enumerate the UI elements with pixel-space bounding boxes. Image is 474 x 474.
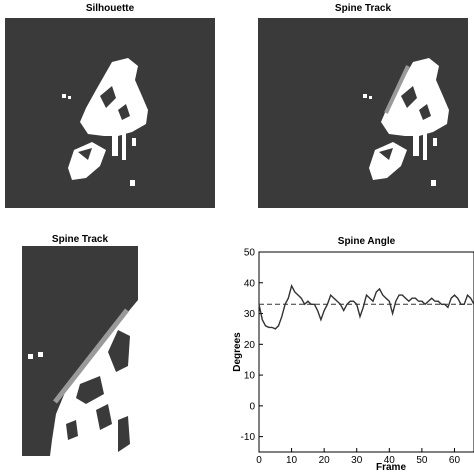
spine-track-title: Spine Track — [334, 3, 392, 14]
y-tick-label: 10 — [244, 371, 256, 382]
y-tick-label: 0 — [249, 401, 255, 412]
spine-track-zoom-image — [22, 246, 138, 456]
silhouette-title: Silhouette — [85, 3, 135, 14]
spine-track-zoom-holes — [66, 330, 130, 452]
y-axis-title: Degrees — [232, 332, 243, 372]
spine-track-blob — [363, 58, 449, 186]
x-tick-label: 60 — [449, 455, 461, 466]
silhouette-image — [5, 18, 215, 208]
spine-angle-series-line — [258, 283, 474, 330]
silhouette-holes — [78, 86, 130, 160]
y-tick-label: 40 — [244, 278, 256, 289]
spine-track-image — [258, 18, 468, 208]
chart-plot-area — [258, 251, 474, 453]
y-tick-label: -10 — [241, 432, 256, 443]
x-tick-label: 30 — [351, 455, 363, 466]
x-tick-label: 10 — [286, 455, 298, 466]
x-tick-label: 0 — [256, 455, 262, 466]
x-axis-title: Frame — [376, 462, 406, 473]
spine-track-line — [384, 65, 410, 114]
x-tick-label: 40 — [384, 455, 396, 466]
x-tick-label: 20 — [319, 455, 331, 466]
x-axis-ticks: 0 10 20 30 40 50 60 — [256, 448, 460, 466]
spine-track-zoom-line — [53, 308, 129, 404]
y-tick-label: 50 — [244, 248, 256, 259]
spine-track-zoom-title: Spine Track — [51, 234, 109, 245]
x-tick-label: 50 — [416, 455, 428, 466]
y-tick-label: 20 — [244, 340, 256, 351]
y-axis-ticks: -10 0 10 20 30 40 50 — [241, 248, 263, 443]
chart-title: Spine Angle — [337, 236, 396, 247]
spine-angle-chart: -10 0 10 20 30 40 50 0 10 20 30 40 50 60 Frame Degre… — [232, 248, 474, 473]
y-tick-label: 30 — [244, 309, 256, 320]
